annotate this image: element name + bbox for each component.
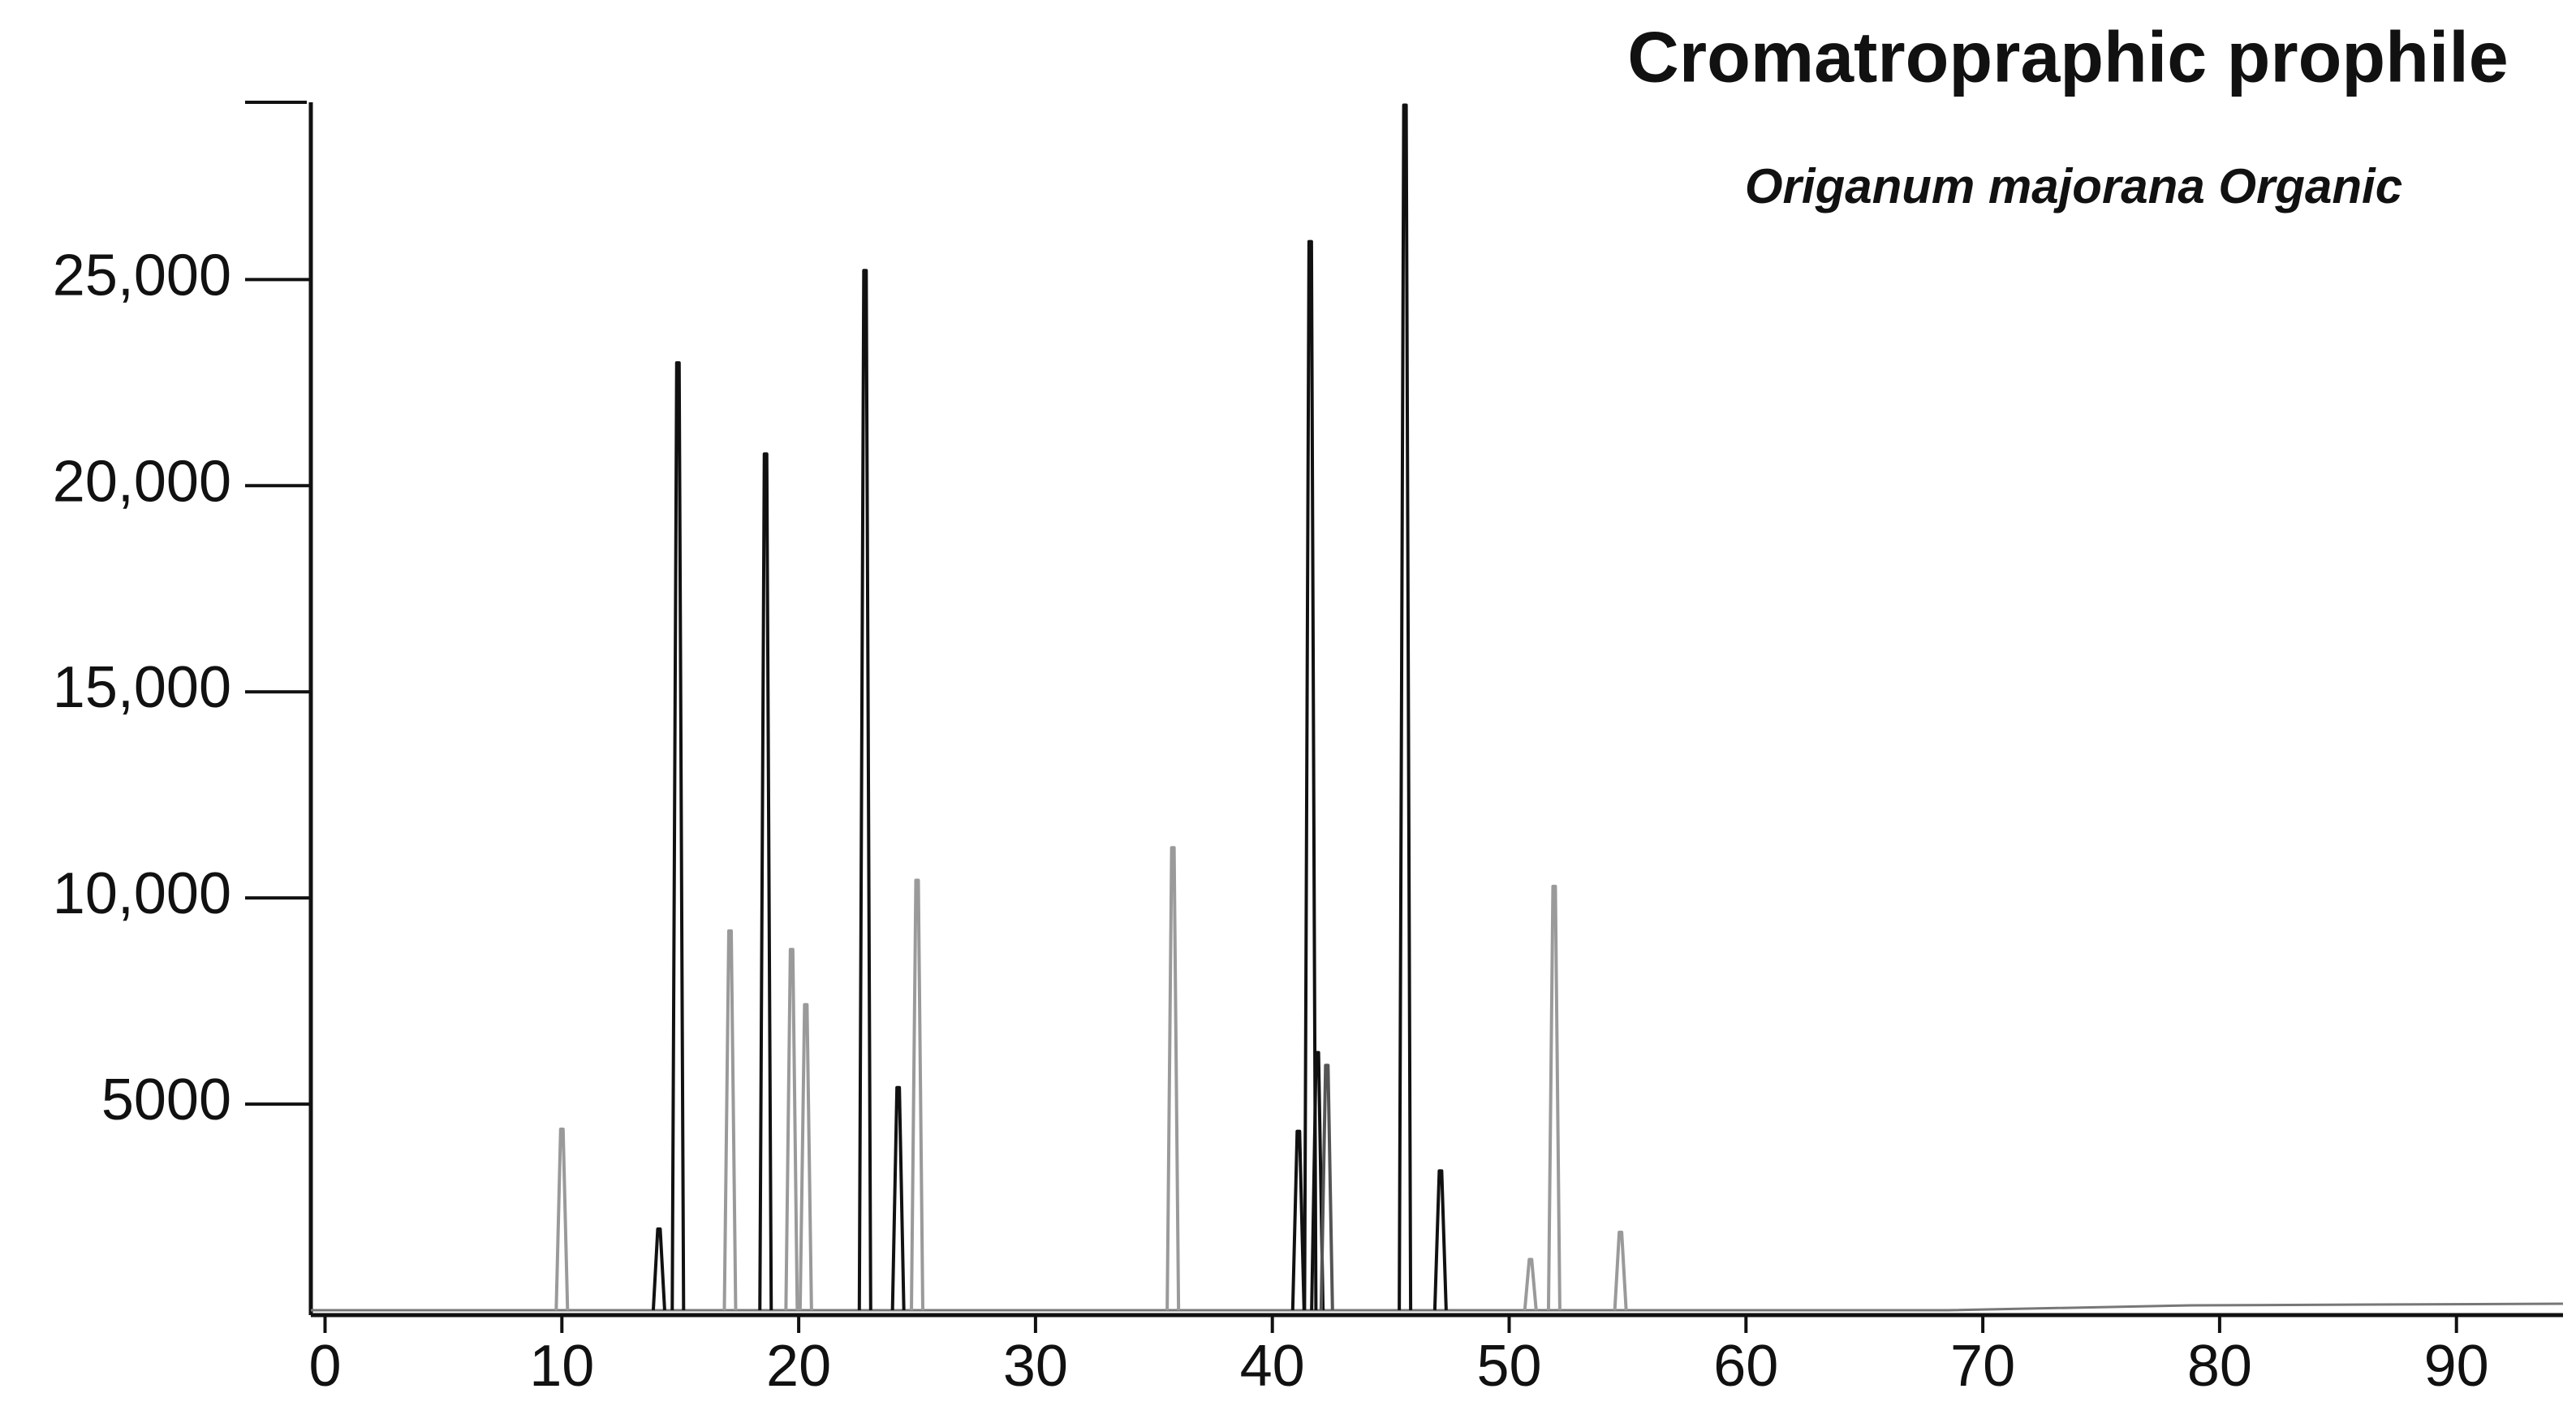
peak bbox=[1398, 103, 1413, 1311]
peak bbox=[1319, 1063, 1334, 1311]
peak bbox=[758, 452, 773, 1311]
x-tick-label: 80 bbox=[2187, 1334, 2252, 1399]
x-tick-label: 50 bbox=[1476, 1334, 1541, 1399]
x-tick-label: 30 bbox=[1003, 1334, 1068, 1399]
peak bbox=[1546, 884, 1562, 1311]
peak bbox=[1523, 1257, 1538, 1311]
x-tick-label: 90 bbox=[2424, 1334, 2489, 1399]
x-tick-label: 40 bbox=[1240, 1334, 1305, 1399]
peak bbox=[1290, 1129, 1306, 1311]
x-tick-label: 10 bbox=[529, 1334, 594, 1399]
peak bbox=[1303, 239, 1318, 1311]
chart-subtitle: Origanum majorana Organic bbox=[1745, 159, 2402, 213]
y-tick-label: 20,000 bbox=[53, 449, 231, 514]
peak bbox=[857, 269, 872, 1311]
peak bbox=[910, 878, 924, 1311]
y-tick-label: 10,000 bbox=[53, 861, 231, 926]
x-tick-label: 70 bbox=[1950, 1334, 2015, 1399]
x-tick-label: 20 bbox=[766, 1334, 831, 1399]
peak bbox=[798, 1003, 813, 1311]
peak bbox=[1432, 1169, 1448, 1311]
peak bbox=[722, 929, 738, 1311]
y-tick-label: 15,000 bbox=[53, 655, 231, 720]
peak bbox=[554, 1128, 570, 1311]
peak bbox=[784, 947, 799, 1311]
chart-title: Cromatropraphic prophile bbox=[1627, 16, 2508, 97]
y-tick-label: 25,000 bbox=[53, 243, 231, 308]
peak bbox=[651, 1227, 666, 1311]
peak bbox=[1165, 846, 1181, 1311]
peak bbox=[1310, 1050, 1325, 1311]
peak bbox=[890, 1085, 906, 1311]
y-tick-label: 5000 bbox=[101, 1067, 231, 1132]
x-tick-label: 60 bbox=[1713, 1334, 1778, 1399]
baseline bbox=[311, 1302, 2564, 1312]
peak bbox=[1613, 1231, 1628, 1311]
peak bbox=[670, 360, 686, 1311]
x-tick-label: 0 bbox=[308, 1334, 341, 1399]
